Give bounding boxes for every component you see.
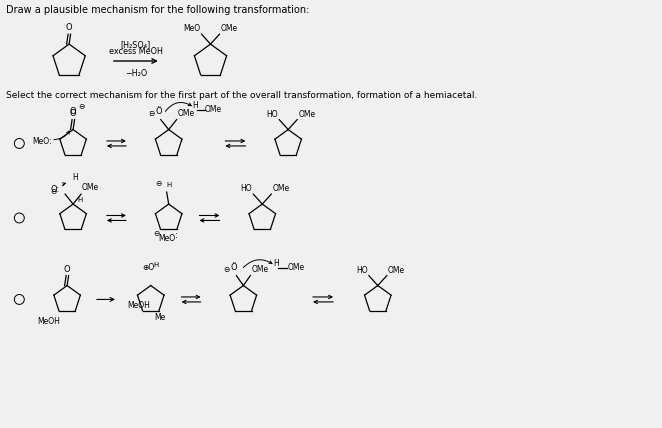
Text: ⊕O: ⊕O [142, 263, 155, 272]
Text: Select the correct mechanism for the first part of the overall transformation, f: Select the correct mechanism for the fir… [7, 91, 478, 100]
Text: MeOH: MeOH [127, 301, 150, 310]
Text: HO: HO [356, 266, 368, 275]
Text: OMe: OMe [287, 263, 305, 272]
Text: :: : [49, 137, 52, 146]
Text: MeOH: MeOH [38, 317, 61, 326]
Text: H: H [77, 197, 82, 203]
Text: O: O [66, 23, 72, 32]
Text: OMe: OMe [388, 266, 405, 275]
Text: :: : [149, 109, 152, 118]
Text: Ö: Ö [230, 263, 237, 272]
Text: O: O [70, 107, 76, 116]
Text: ⊖: ⊖ [78, 102, 85, 111]
Text: ⊖: ⊖ [154, 229, 160, 238]
Text: HO: HO [241, 184, 252, 193]
Text: ⊖: ⊖ [50, 187, 56, 196]
Text: OMe: OMe [82, 183, 99, 192]
Text: MeO: MeO [32, 137, 49, 146]
Text: OMe: OMe [220, 24, 238, 33]
Text: O: O [64, 265, 70, 273]
Text: MeO: MeO [158, 234, 175, 243]
Text: excess MeOH: excess MeOH [109, 47, 163, 56]
Text: O:: O: [51, 185, 60, 194]
Text: H: H [154, 262, 159, 268]
Text: OMe: OMe [177, 109, 195, 118]
Text: MeO: MeO [183, 24, 201, 33]
Text: Me: Me [155, 313, 166, 322]
Text: :: : [175, 231, 177, 240]
Text: H: H [193, 101, 199, 110]
Text: OMe: OMe [205, 105, 222, 114]
Text: OMe: OMe [252, 265, 269, 273]
Text: Ö: Ö [156, 107, 162, 116]
Text: −H₂O: −H₂O [124, 69, 147, 78]
Text: :: : [224, 265, 228, 273]
Text: ⊖: ⊖ [223, 265, 230, 273]
Text: OMe: OMe [298, 110, 315, 119]
Text: ⊖: ⊖ [148, 109, 155, 118]
Text: OMe: OMe [272, 184, 289, 193]
Text: Draw a plausible mechanism for the following transformation:: Draw a plausible mechanism for the follo… [7, 6, 310, 15]
Text: HO: HO [267, 110, 278, 119]
Text: H: H [167, 182, 172, 188]
Text: ⊖: ⊖ [156, 179, 162, 188]
Text: H: H [273, 259, 279, 268]
Text: H: H [72, 173, 78, 182]
Text: O: O [70, 109, 76, 118]
Text: [H₂SO₄]: [H₂SO₄] [120, 40, 151, 49]
